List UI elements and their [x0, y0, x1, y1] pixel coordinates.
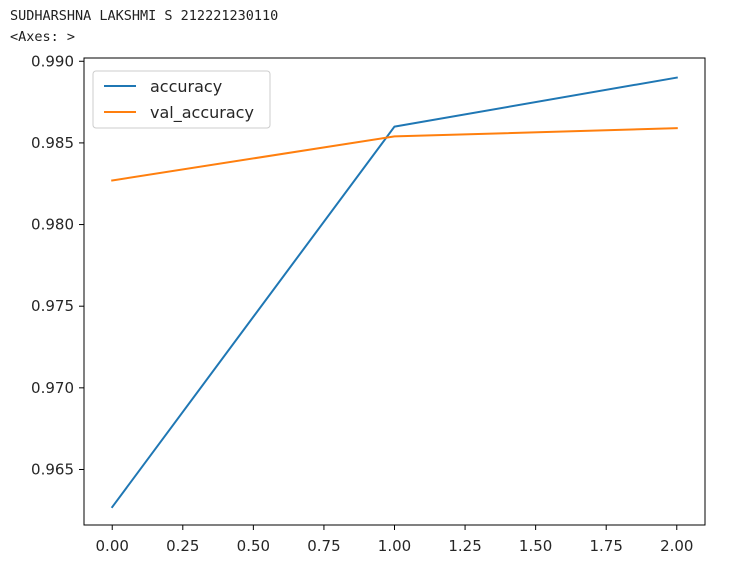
series-line-accuracy	[110, 76, 678, 509]
x-tick-label: 1.00	[378, 537, 411, 555]
x-tick-label: 2.00	[660, 537, 693, 555]
y-tick-label: 0.985	[31, 134, 74, 152]
output-line-axes-repr: <Axes: >	[10, 29, 76, 45]
legend-label: val_accuracy	[150, 103, 254, 123]
series-line-val-accuracy	[111, 127, 678, 182]
x-tick-label: 1.75	[590, 537, 623, 555]
legend: accuracy val_accuracy	[92, 70, 271, 129]
y-tick-label: 0.975	[31, 297, 74, 315]
y-axis: 0.965 0.970 0.975 0.980 0.985 0.990	[31, 52, 84, 478]
x-axis: 0.00 0.25 0.50 0.75 1.00 1.25 1.50 1.75 2.00	[96, 525, 693, 555]
y-tick-label: 0.990	[31, 52, 74, 70]
x-tick-label: 0.75	[307, 537, 340, 555]
x-tick-label: 0.25	[166, 537, 199, 555]
y-tick-label: 0.980	[31, 216, 74, 234]
x-tick-label: 1.50	[519, 537, 552, 555]
x-tick-label: 0.00	[96, 537, 129, 555]
legend-label: accuracy	[150, 77, 222, 96]
output-line-name: SUDHARSHNA LAKSHMI S 212221230110	[10, 8, 279, 24]
y-tick-label: 0.965	[31, 460, 74, 478]
x-tick-label: 1.25	[448, 537, 481, 555]
y-tick-label: 0.970	[31, 379, 74, 397]
series-lines	[110, 76, 678, 509]
x-tick-label: 0.50	[237, 537, 270, 555]
legend-box	[92, 70, 271, 129]
